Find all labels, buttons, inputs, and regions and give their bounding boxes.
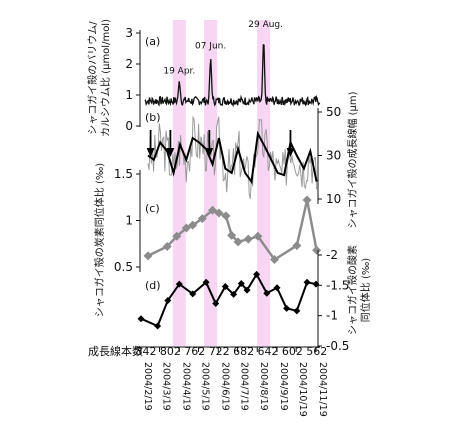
panel-label-a: (a) xyxy=(145,35,160,48)
y-label-c: シャコガイ殻の炭素同位体比 (‰) xyxy=(93,163,106,317)
data-point-d xyxy=(164,297,172,304)
y-tick-label-a: 1 xyxy=(125,88,133,102)
y-tick-label-c: 1.5 xyxy=(114,167,133,181)
data-point-c xyxy=(253,231,263,241)
highlight-band xyxy=(257,20,271,346)
y-tick-label-b: 30 xyxy=(326,149,341,163)
data-point-d xyxy=(293,307,301,315)
y-tick-label-c: 0.5 xyxy=(114,260,133,274)
data-point-d xyxy=(263,289,271,297)
axes-layer xyxy=(135,30,322,352)
y-label-a-line1: シャコガイ殻のバリウム/ xyxy=(86,21,99,135)
data-point-c xyxy=(233,237,243,247)
y-tick-label-d: -1 xyxy=(326,309,338,323)
data-point-d xyxy=(237,280,245,288)
data-point-d xyxy=(137,315,145,323)
data-point-c xyxy=(292,241,302,251)
y-tick-label-d: -1.5 xyxy=(326,278,349,292)
y-label-d-line2: 同位体比 (‰) xyxy=(359,258,372,322)
x-tick-label: 2004/10/19 xyxy=(297,362,308,417)
series-line-b-raw xyxy=(147,115,318,199)
x-tick-label: 2004/3/19 xyxy=(161,362,172,411)
data-point-c xyxy=(208,205,218,215)
data-point-c xyxy=(302,195,312,205)
y-tick-label-b: 50 xyxy=(326,105,341,119)
y-label-b: シャコガイ殻の成長線幅 (μm) xyxy=(346,91,359,228)
x-tick-label: 2004/11/19 xyxy=(317,362,328,417)
y-label-a-line2: カルシウム比 (μmol/mol) xyxy=(100,19,112,137)
data-point-c xyxy=(197,214,207,224)
data-point-d xyxy=(243,286,251,294)
data-point-c xyxy=(243,234,253,244)
y-tick-label-a: 2 xyxy=(125,57,133,71)
y-tick-label-a: 0 xyxy=(125,119,133,133)
series-layer xyxy=(137,44,322,330)
y-tick-label-d: -0.5 xyxy=(326,339,349,353)
growth-count-value: 682 xyxy=(233,345,254,358)
y-tick-label-b: 10 xyxy=(326,192,341,206)
data-point-d xyxy=(273,284,281,292)
x-tick-label: 2004/9/19 xyxy=(278,362,289,411)
y-tick-label-a: 3 xyxy=(125,26,133,40)
data-point-d xyxy=(212,300,220,308)
data-point-d xyxy=(154,322,162,330)
data-point-c xyxy=(269,255,279,265)
data-point-d xyxy=(221,283,229,291)
growth-count-label: 成長線本数 xyxy=(88,344,143,358)
panel-label-c: (c) xyxy=(145,202,160,215)
data-point-c xyxy=(227,230,237,240)
data-point-c xyxy=(221,211,231,221)
data-point-c xyxy=(162,242,172,252)
arrow-head xyxy=(146,148,155,157)
data-point-c xyxy=(188,220,198,230)
x-tick-label: 2004/7/19 xyxy=(238,362,249,411)
peak-annotation: 07 Jun. xyxy=(195,42,226,52)
data-point-d xyxy=(253,270,261,278)
arrow-head xyxy=(166,148,175,157)
series-line-b-smooth xyxy=(147,130,318,185)
x-tick-label: 2004/6/19 xyxy=(219,362,230,411)
data-point-d xyxy=(202,278,210,286)
data-point-c xyxy=(172,231,182,241)
data-point-d xyxy=(283,304,291,312)
growth-count-value: 842 xyxy=(136,345,157,358)
series-line-a xyxy=(144,44,321,108)
arrow-head xyxy=(205,148,214,157)
panel-label-b: (b) xyxy=(145,111,161,124)
growth-count-value: 602 xyxy=(282,345,303,358)
data-point-c xyxy=(181,223,191,233)
panel-label-d: (d) xyxy=(145,279,161,292)
arrow-head xyxy=(286,148,295,157)
data-point-d xyxy=(175,280,183,288)
x-tick-label: 2004/5/19 xyxy=(199,362,210,411)
growth-count-value: 802 xyxy=(160,345,181,358)
growth-count-value: 762 xyxy=(184,345,205,358)
x-tick-label: 2004/4/19 xyxy=(180,362,191,411)
growth-count-value: 722 xyxy=(209,345,230,358)
y-tick-label-c: 1 xyxy=(125,214,133,228)
data-point-c xyxy=(312,245,322,255)
labels-layer: 2004/2/19 2004/3/19 2004/4/19 2004/5/19 2004… xyxy=(86,19,372,417)
growth-count-value: 642 xyxy=(258,345,279,358)
y-label-d-line1: シャコガイ殻の酸素 xyxy=(346,245,359,335)
peak-annotation: 29 Aug. xyxy=(248,20,283,30)
x-tick-label: 2004/2/19 xyxy=(142,362,153,411)
x-tick-label: 2004/8/19 xyxy=(258,362,269,411)
data-point-d xyxy=(189,290,197,298)
y-tick-label-d: -2 xyxy=(326,248,338,262)
data-point-c xyxy=(143,251,153,261)
data-point-d xyxy=(303,278,311,286)
growth-count-value: 562 xyxy=(306,345,327,358)
data-point-c xyxy=(214,208,224,218)
data-point-d xyxy=(230,290,238,298)
peak-annotation: 19 Apr. xyxy=(163,67,195,77)
